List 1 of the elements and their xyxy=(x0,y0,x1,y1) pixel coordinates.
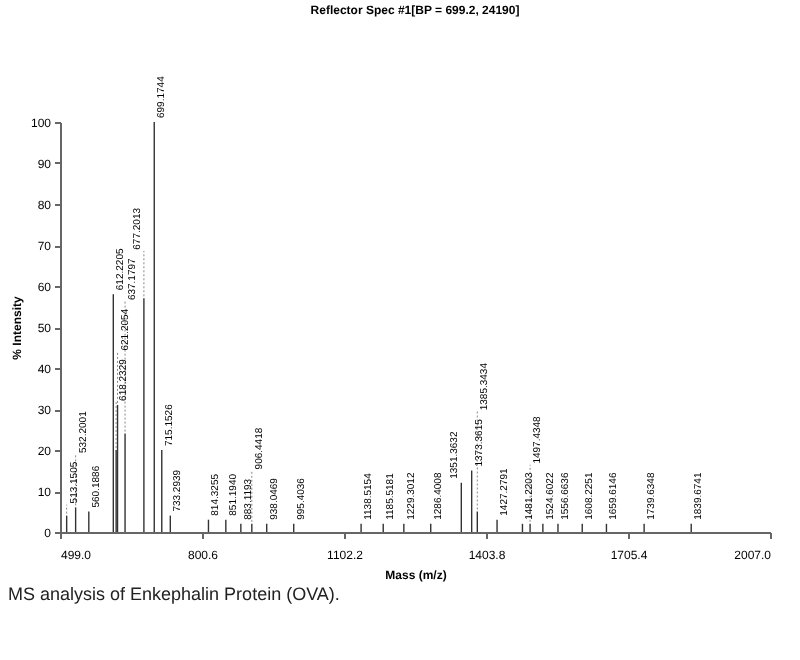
text: MS analysis of Enkephalin Protein (OVA). xyxy=(8,584,342,604)
